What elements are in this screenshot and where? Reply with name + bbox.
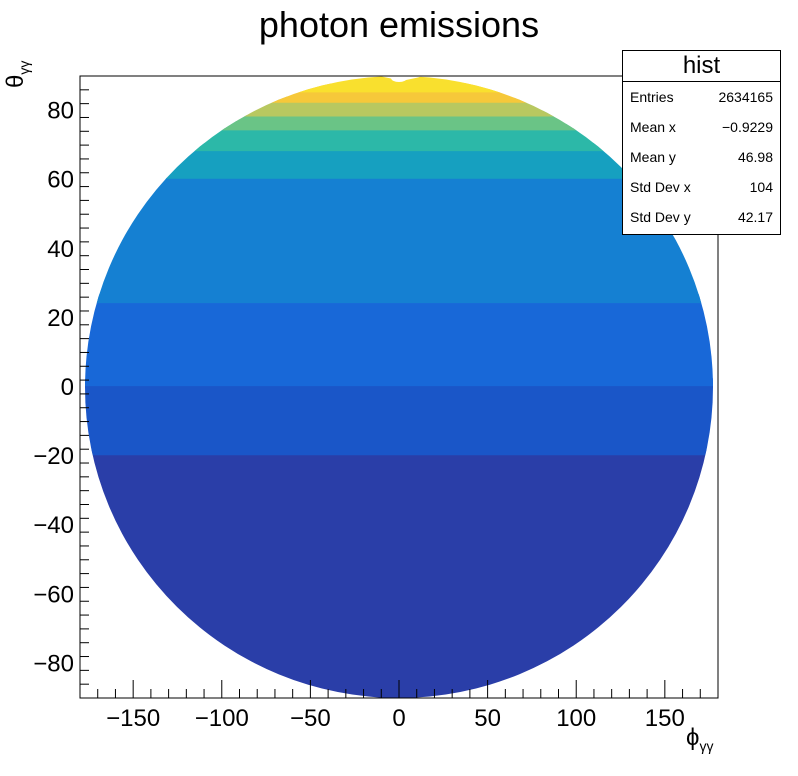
y-tick-label: 0	[61, 374, 74, 401]
y-tick-label: −40	[33, 512, 74, 539]
y-tick-label: 60	[47, 167, 74, 194]
x-axis-label: ϕγγ	[686, 724, 714, 754]
stats-title: hist	[623, 51, 780, 82]
heatmap-band	[85, 449, 713, 698]
x-tick-label: 50	[474, 705, 501, 732]
stats-row: Std Dev x 104	[623, 172, 780, 202]
chart-title: photon emissions	[258, 4, 540, 45]
y-tick-label: −20	[33, 443, 74, 470]
stats-row: Entries 2634165	[623, 82, 780, 112]
stats-value: −0.9229	[722, 119, 773, 135]
y-axis-label: θγγ	[2, 60, 32, 88]
heatmap-band	[85, 291, 713, 387]
y-tick-label: −60	[33, 581, 74, 608]
stats-value: 2634165	[718, 89, 773, 105]
x-tick-label: −150	[106, 705, 160, 732]
stats-row: Mean y 46.98	[623, 142, 780, 172]
stats-label: Mean x	[630, 119, 676, 135]
x-tick-label: 150	[645, 705, 685, 732]
heatmap-band	[85, 167, 713, 304]
axis-ticks: −150 −100 −50 0 50 100 150 −80 −60 −40 −20 0 20 40 60 8…	[33, 75, 719, 732]
y-tick-label: 20	[47, 305, 74, 332]
stats-box: hist Entries 2634165 Mean x −0.9229 Mean y…	[622, 50, 781, 235]
stats-value: 46.98	[737, 149, 773, 165]
stats-label: Std Dev y	[630, 209, 691, 225]
x-tick-label: −50	[290, 705, 331, 732]
stats-label: Std Dev x	[630, 179, 691, 195]
pole-gap	[391, 76, 407, 82]
stats-value: 42.17	[737, 209, 773, 225]
y-tick-label: 40	[47, 236, 74, 263]
x-tick-label: −100	[195, 705, 249, 732]
x-tick-label: 0	[392, 705, 405, 732]
y-tick-label: −80	[33, 650, 74, 677]
stats-value: 104	[749, 179, 773, 195]
x-tick-label: 100	[556, 705, 596, 732]
stats-row: Std Dev y 42.17	[623, 202, 780, 232]
y-tick-label: 80	[47, 98, 74, 125]
heatmap-band	[85, 374, 713, 456]
stats-label: Entries	[630, 89, 674, 105]
stats-row: Mean x −0.9229	[623, 112, 780, 142]
stats-label: Mean y	[630, 149, 676, 165]
